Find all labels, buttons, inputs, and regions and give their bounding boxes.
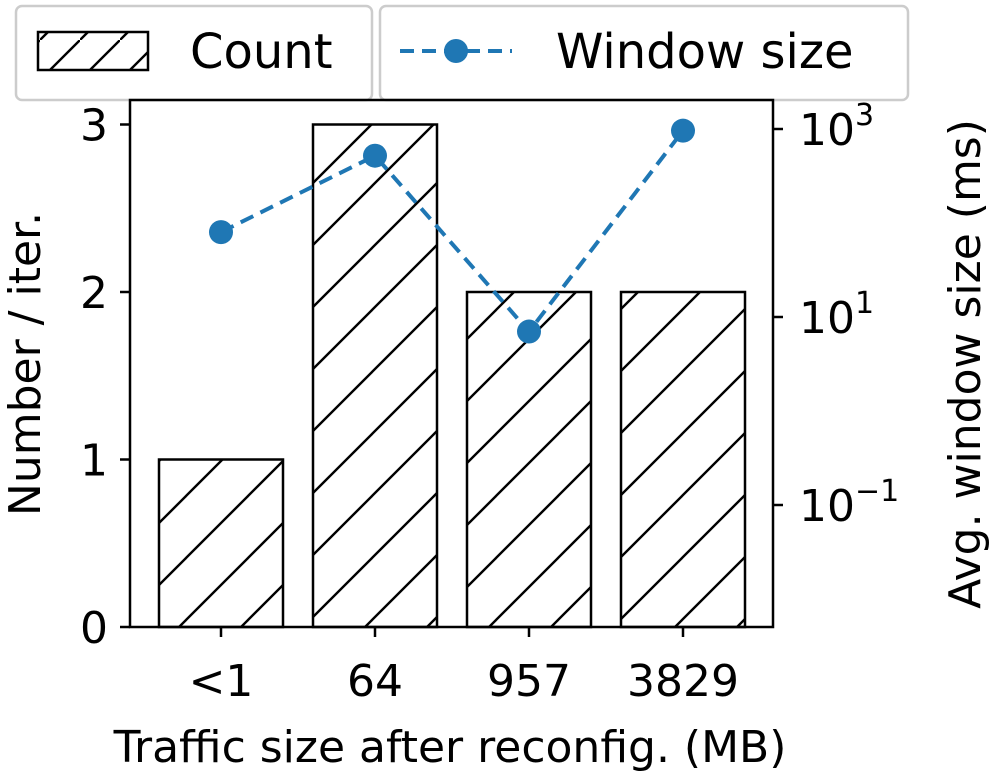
window-size-point-0	[209, 220, 233, 245]
left-tick-label-2: 2	[80, 268, 108, 319]
plot-frame	[128, 98, 775, 629]
bar-3	[619, 290, 747, 629]
y-axis-label-left: Number / iter.	[0, 212, 51, 516]
right-tick-label-1: 101	[799, 286, 874, 344]
x-tick-label-3: 3829	[627, 656, 739, 707]
window-size-series	[209, 118, 695, 344]
legend-label-window: Window size	[556, 24, 854, 80]
bar-1	[311, 123, 439, 629]
legend-swatch-count	[36, 30, 150, 72]
left-tick-label-0: 0	[80, 603, 108, 654]
bars	[157, 123, 747, 629]
x-axis: <1 64 957 3829	[189, 627, 739, 707]
left-axis: 0 1 2 3	[80, 101, 130, 654]
window-size-point-1	[363, 143, 387, 168]
legend-marker-window	[444, 39, 468, 63]
x-tick-label-1: 64	[347, 656, 403, 707]
legend-label-count: Count	[190, 24, 333, 80]
window-size-line	[220, 129, 685, 335]
right-axis: 10−1 101 103	[773, 98, 899, 532]
left-tick-label-3: 3	[80, 101, 108, 152]
right-tick-label-2: 103	[799, 98, 874, 156]
x-axis-label: Traffic size after reconfig. (MB)	[113, 722, 787, 773]
x-tick-label-2: 957	[487, 656, 571, 707]
left-tick-label-1: 1	[80, 436, 108, 487]
window-size-point-3	[671, 118, 695, 143]
bar-2	[465, 290, 593, 629]
right-tick-label-0: 10−1	[799, 474, 899, 532]
x-tick-label-0: <1	[189, 656, 254, 707]
window-size-point-2	[517, 319, 541, 344]
bar-0	[157, 458, 285, 629]
legend: Count Window size	[14, 4, 910, 102]
y-axis-label-right: Avg. window size (ms)	[940, 119, 991, 609]
